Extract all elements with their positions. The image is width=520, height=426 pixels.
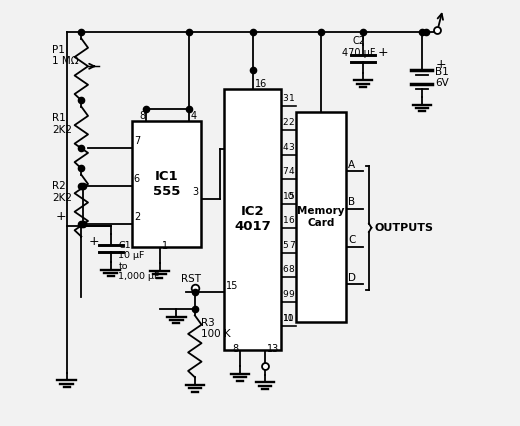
Text: B: B (348, 197, 355, 207)
Text: +: + (88, 235, 99, 248)
Text: 8: 8 (289, 265, 294, 274)
Text: C1
10 μF
to
1,000 μF: C1 10 μF to 1,000 μF (119, 241, 160, 281)
Text: 1: 1 (162, 241, 168, 251)
Text: 2: 2 (134, 212, 140, 222)
Text: 16: 16 (255, 79, 267, 89)
Bar (132, 121, 201, 247)
Text: OUTPUTS: OUTPUTS (375, 223, 434, 233)
Text: R1
2K2: R1 2K2 (52, 113, 72, 135)
Text: IC1
555: IC1 555 (153, 170, 180, 198)
Text: 5: 5 (289, 192, 294, 201)
Text: C2
470 μF: C2 470 μF (342, 36, 375, 58)
Text: A: A (348, 160, 355, 170)
Text: 2: 2 (283, 118, 288, 127)
Text: Memory
Card: Memory Card (297, 207, 345, 228)
Text: 8: 8 (139, 111, 145, 121)
Text: P1
1 MΩ: P1 1 MΩ (52, 45, 79, 66)
Text: +: + (435, 58, 446, 71)
Text: 5: 5 (283, 241, 289, 250)
Text: 1: 1 (283, 216, 289, 225)
Text: 4: 4 (283, 143, 288, 152)
Text: 4: 4 (289, 167, 294, 176)
Text: 11: 11 (283, 314, 294, 323)
Text: 3: 3 (289, 143, 294, 152)
Text: 3: 3 (283, 94, 289, 103)
Text: 6: 6 (283, 265, 289, 274)
Text: D: D (348, 273, 356, 283)
Text: R2
2K2: R2 2K2 (52, 181, 72, 203)
Text: B1
6V: B1 6V (435, 67, 449, 89)
Text: 6: 6 (134, 174, 140, 184)
Text: 7: 7 (283, 167, 289, 176)
Text: C: C (348, 235, 356, 245)
Text: 9: 9 (289, 290, 294, 299)
Text: RST: RST (180, 274, 201, 284)
Text: 4: 4 (191, 111, 197, 121)
Bar (224, 89, 281, 350)
Text: R3
100 K: R3 100 K (201, 317, 231, 339)
Text: +: + (378, 46, 388, 59)
Text: 10: 10 (283, 192, 294, 201)
Text: IC2
4017: IC2 4017 (235, 205, 271, 233)
Text: 6: 6 (289, 216, 294, 225)
Text: 7: 7 (289, 241, 294, 250)
Text: 7: 7 (134, 136, 140, 147)
Text: 1: 1 (289, 94, 294, 103)
Text: 14: 14 (226, 137, 239, 147)
Text: 8: 8 (232, 344, 239, 354)
Text: 9: 9 (283, 290, 289, 299)
Text: 2: 2 (289, 118, 294, 127)
Text: 3: 3 (192, 187, 198, 197)
Bar (296, 112, 346, 322)
Text: 15: 15 (226, 280, 239, 291)
Text: +: + (56, 210, 67, 223)
Text: 13: 13 (267, 344, 279, 354)
Text: 10: 10 (283, 314, 294, 323)
